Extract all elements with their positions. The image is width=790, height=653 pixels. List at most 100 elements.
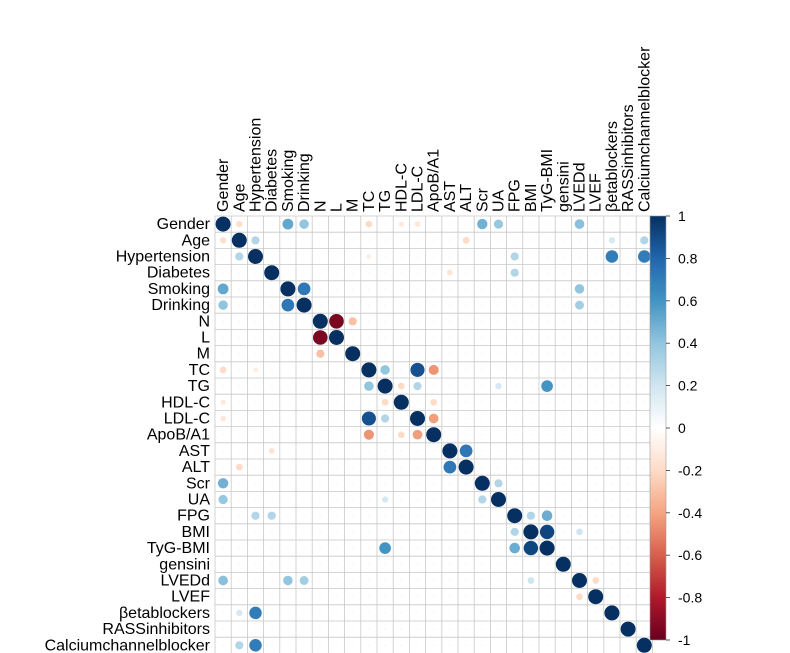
column-label: LDL-C (410, 166, 427, 212)
corr-cell-25-9 (367, 627, 371, 631)
corr-cell-20-6 (319, 546, 322, 550)
corr-cell-5-17 (497, 303, 500, 307)
corr-cell-25-22 (578, 627, 581, 631)
corr-cell-4-24 (610, 287, 614, 291)
corr-cell-9-0 (219, 366, 227, 374)
corr-cell-21-8 (351, 563, 355, 566)
corr-cell-12-13 (428, 413, 439, 424)
corr-cell-15-26 (643, 465, 646, 469)
corr-cell-20-20 (539, 540, 555, 556)
corr-cell-12-1 (238, 417, 241, 420)
corr-cell-13-26 (643, 433, 646, 437)
corr-cell-2-26 (638, 250, 651, 263)
corr-cell-19-13 (432, 530, 436, 534)
corr-cell-23-23 (588, 589, 604, 605)
corr-cell-20-4 (286, 546, 290, 550)
corr-cell-25-18 (513, 627, 516, 631)
legend-tick-label: 1 (678, 208, 686, 224)
corr-cell-15-19 (529, 465, 533, 469)
corr-cell-20-21 (562, 546, 565, 550)
corr-cell-23-0 (221, 595, 225, 598)
corr-cell-13-1 (238, 433, 241, 437)
corr-cell-3-18 (510, 268, 519, 277)
row-label: N (198, 313, 210, 330)
corr-cell-24-0 (221, 611, 225, 615)
corr-cell-4-6 (319, 287, 322, 291)
corr-cell-12-5 (302, 417, 306, 420)
corr-cell-7-4 (286, 336, 290, 339)
column-label: N (312, 200, 329, 212)
corr-cell-9-17 (497, 368, 500, 372)
corr-cell-19-14 (448, 530, 452, 534)
corr-cell-25-4 (286, 627, 290, 631)
corr-cell-13-17 (497, 433, 500, 437)
corr-cell-1-3 (270, 239, 274, 242)
corr-cell-2-6 (319, 255, 322, 258)
row-label: ApoB/A1 (147, 427, 210, 444)
corr-cell-12-2 (254, 417, 257, 420)
corr-cell-15-5 (302, 465, 306, 469)
corr-cell-18-15 (464, 514, 468, 517)
corr-cell-2-12 (416, 255, 419, 258)
corr-cell-24-4 (286, 611, 290, 615)
row-label: gensini (159, 556, 210, 573)
corr-cell-24-13 (432, 611, 436, 615)
corr-cell-25-13 (432, 627, 436, 631)
corr-cell-25-2 (254, 627, 257, 631)
row-label: Diabetes (147, 265, 210, 282)
corr-cell-16-7 (335, 482, 338, 485)
corr-cell-22-18 (513, 579, 516, 582)
corr-cell-7-0 (221, 336, 225, 339)
corr-cell-2-18 (510, 252, 519, 261)
corr-cell-15-10 (383, 465, 387, 469)
corr-cell-14-8 (351, 449, 355, 453)
row-label: Gender (157, 216, 211, 233)
corr-cell-11-14 (448, 401, 452, 404)
corr-cell-4-11 (400, 287, 403, 291)
corr-cell-7-5 (302, 336, 306, 339)
corr-cell-18-21 (562, 514, 565, 517)
corr-cell-6-17 (497, 320, 500, 323)
corr-cell-21-5 (302, 563, 306, 566)
corr-cell-14-12 (416, 449, 419, 453)
corr-cell-1-1 (231, 232, 247, 248)
corr-cell-22-20 (545, 579, 549, 582)
corr-cell-15-6 (319, 465, 322, 469)
corr-cell-10-9 (364, 381, 374, 391)
corr-cell-10-17 (495, 382, 502, 390)
corr-cell-4-16 (481, 287, 484, 291)
row-label: Smoking (148, 281, 210, 298)
corr-cell-13-10 (383, 433, 387, 437)
corr-cell-6-1 (238, 320, 241, 323)
corr-cell-18-5 (302, 514, 306, 517)
corr-cell-3-13 (432, 271, 436, 275)
corr-cell-20-3 (270, 546, 274, 550)
corr-cell-7-18 (513, 336, 516, 339)
corr-cell-18-6 (319, 514, 322, 517)
corr-cell-17-0 (218, 494, 228, 505)
corr-cell-7-8 (351, 336, 355, 339)
corr-cell-4-15 (464, 287, 468, 291)
corr-cell-1-9 (367, 239, 371, 242)
corr-cell-14-19 (529, 449, 533, 453)
corr-cell-11-26 (643, 401, 646, 404)
corr-cell-6-0 (221, 320, 225, 323)
corr-cell-12-24 (610, 417, 614, 420)
corr-cell-23-4 (286, 595, 290, 598)
corr-cell-11-4 (286, 401, 290, 404)
corr-cell-19-1 (238, 530, 241, 534)
corr-cell-14-18 (513, 449, 516, 453)
corr-cell-3-21 (562, 271, 565, 275)
corr-cell-5-19 (529, 303, 533, 307)
corr-cell-12-20 (545, 417, 549, 420)
corr-cell-15-4 (286, 465, 290, 469)
corr-cell-8-11 (400, 352, 403, 356)
corr-cell-13-14 (448, 433, 452, 437)
corr-cell-8-18 (513, 352, 516, 356)
corr-cell-11-23 (594, 401, 597, 404)
corr-cell-26-13 (432, 644, 436, 647)
corr-cell-15-18 (513, 465, 516, 469)
correlation-circles (215, 216, 652, 653)
corr-cell-25-10 (383, 627, 387, 631)
corr-cell-19-7 (335, 530, 338, 534)
